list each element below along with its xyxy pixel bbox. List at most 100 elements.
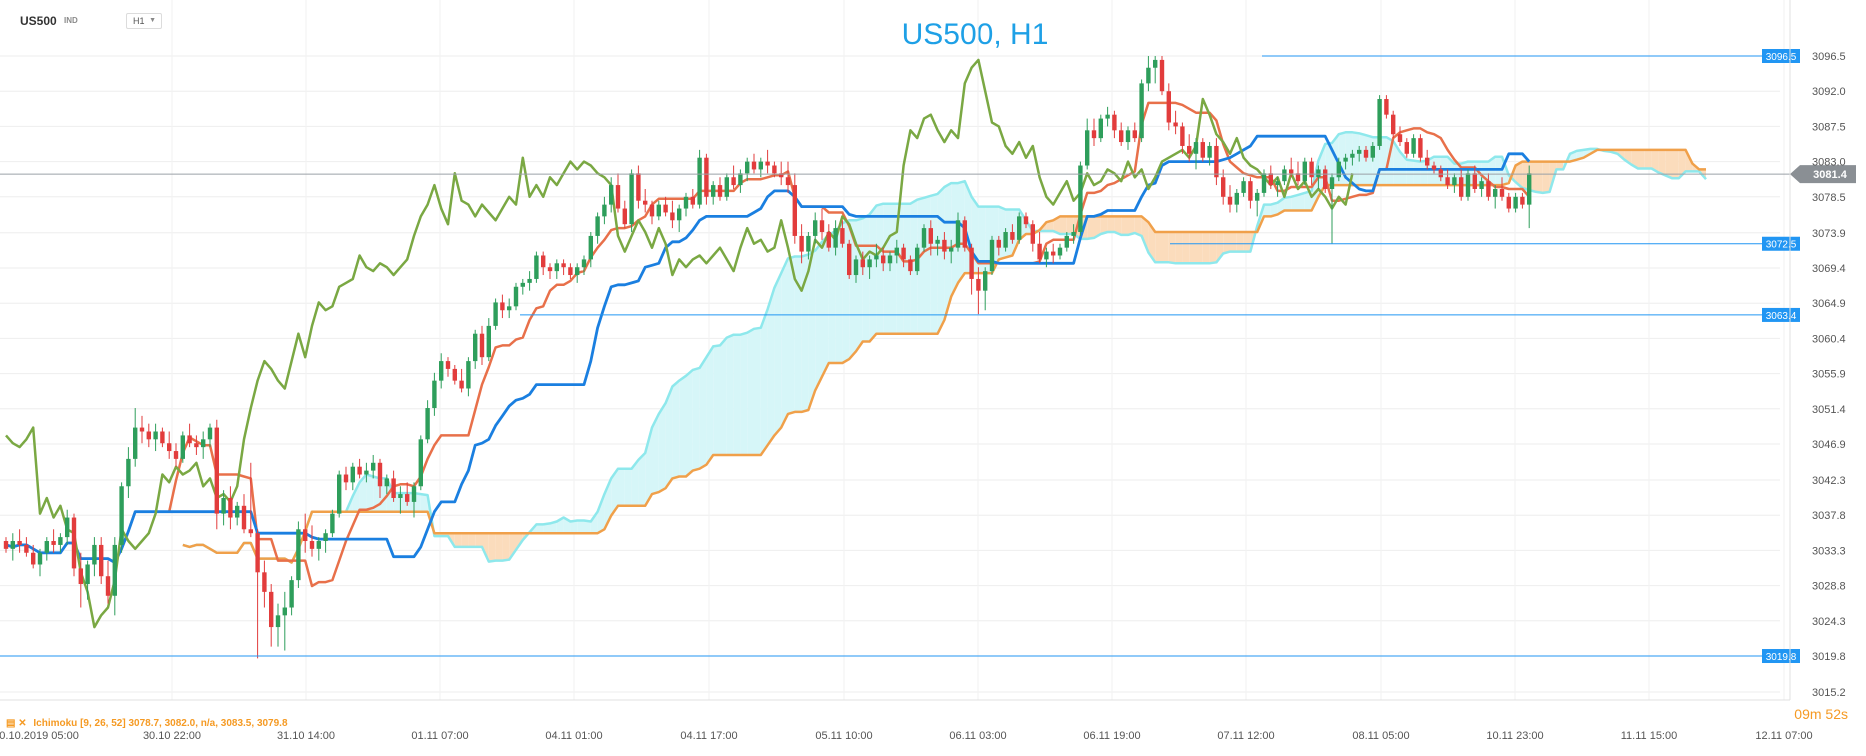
candle [1234,188,1239,213]
candle-body [853,259,859,276]
indicator-name: Ichimoku [33,718,78,729]
candle [3,537,9,553]
candle-body [85,564,90,585]
candle-body [609,185,614,205]
candle [1370,142,1375,162]
candle [275,603,281,647]
timeframe-select[interactable]: H1 ▼ [126,13,162,29]
candle-body [1289,169,1294,174]
candle-body [112,544,117,596]
candle-body [201,439,206,448]
candle-body [207,427,213,440]
candle-body [1085,130,1090,166]
candle [1017,212,1022,244]
cloud-segment [760,309,768,455]
symbol-label[interactable]: US500 [20,14,57,28]
bar-countdown: 09m 52s [1794,706,1848,722]
candle-body [1200,142,1205,158]
candle-body [792,185,797,236]
candle-body [350,466,355,483]
candle-body [391,478,396,498]
cloud-segment [1651,149,1659,173]
cloud-segment [828,231,836,364]
candle [547,263,553,279]
candle-body [1241,181,1246,193]
candle [452,365,457,385]
candle [860,251,865,276]
candle [466,357,471,397]
x-tick-label: 12.11 07:00 [1755,730,1812,742]
candle-body [867,259,872,268]
candle-body [921,228,927,248]
candle-body [520,282,525,287]
cloud-segment [658,403,666,493]
candle-body [228,497,233,518]
candle [146,423,151,448]
candle-body [1363,149,1369,158]
candle [432,372,437,416]
x-tick-label: 04.11 01:00 [545,730,602,742]
candle [1207,142,1212,166]
candle-body [595,216,600,236]
candle [1098,114,1103,143]
candle-body [1302,161,1307,182]
candle [405,482,410,506]
candle-body [541,255,546,268]
cloud-segment [1243,232,1251,252]
candle-body [1404,142,1409,154]
candle [1479,177,1484,197]
candle [670,200,675,229]
indicator-params: [9, 26, 52] [80,718,126,729]
cloud-segment [1352,132,1360,186]
cloud-segment [1155,232,1162,263]
cloud-segment [1202,232,1210,264]
candle [445,357,451,377]
cloud-segment [1270,202,1278,217]
candle [1255,188,1260,217]
candle [962,216,967,252]
candle-body [840,228,845,244]
y-tick-label: 3060.4 [1812,333,1846,345]
candle [398,486,403,514]
candle-body [180,435,185,459]
indicator-settings-icon[interactable]: ▤ ✕ [6,718,27,729]
cloud-segment [1236,232,1244,252]
candle [1248,177,1253,209]
candle-body [677,208,682,221]
candle-body [561,263,566,268]
cloud-segment [1542,161,1550,193]
cloud-segment [475,533,482,547]
candle-body [663,204,668,213]
candle [1499,177,1505,201]
candle [1309,157,1314,186]
x-tick-label: 31.10 14:00 [277,730,335,742]
candle [78,552,83,608]
candle [541,251,546,276]
cloud-segment [788,256,795,414]
x-tick-label: 07.11 12:00 [1217,730,1274,742]
candle [214,419,219,530]
cloud-segment [495,533,503,561]
candle-body [860,259,865,268]
candle [493,298,498,330]
candle-body [364,470,369,475]
candle [1459,169,1464,201]
candle-body [656,204,661,217]
indicator-value-span-a: 3083.5 [220,718,252,729]
candle-body [153,431,158,440]
candle [887,251,893,272]
cloud-segment [1230,232,1237,252]
chevron-down-icon: ▼ [149,17,156,24]
indicator-menu-label[interactable]: IND [64,16,78,25]
candle-body [241,505,247,530]
candle [343,466,349,491]
cloud-segment [1066,216,1074,234]
candle-body [371,462,376,471]
cloud-segment [1100,216,1108,234]
candle [738,169,743,193]
cloud-segment [1114,216,1122,235]
candle [928,220,933,256]
candle-body [581,259,587,268]
cloud-segment [652,413,659,495]
